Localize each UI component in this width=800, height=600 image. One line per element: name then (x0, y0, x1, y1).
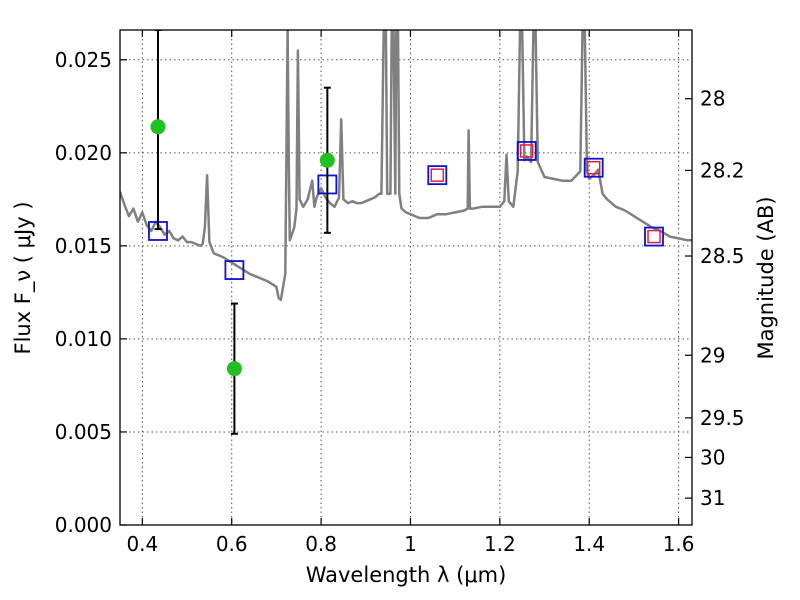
observed-point (319, 152, 335, 168)
x-tick-label: 1.2 (484, 532, 516, 556)
axes (119, 29, 693, 526)
right-axis-label: Magnitude (AB) (754, 196, 778, 359)
y-tick-label: 0.025 (55, 48, 112, 72)
sed-spectrum-line (120, 30, 692, 302)
model-point-inner (586, 160, 601, 175)
y-tick-label: 0.010 (55, 327, 112, 351)
y-tick-label: 0.015 (55, 234, 112, 258)
right-tick-label: 31 (700, 486, 725, 510)
x-tick-label: 1.6 (663, 532, 695, 556)
x-tick-label: 1 (404, 532, 417, 556)
plot-frame (119, 29, 693, 526)
x-tick-label: 0.8 (305, 532, 337, 556)
observed-point (226, 361, 242, 377)
right-tick-label: 28.2 (700, 158, 745, 182)
y-tick-label: 0.020 (55, 141, 112, 165)
y-tick-label: 0.000 (55, 513, 112, 537)
right-tick-label: 30 (700, 445, 725, 469)
x-tick-label: 1.4 (573, 532, 605, 556)
y-axis-label: Flux F_ν ( μJy ) (11, 201, 36, 354)
right-tick-label: 28.5 (700, 244, 745, 268)
plot-area (120, 30, 692, 435)
right-tick-label: 28 (700, 87, 725, 111)
model-point-box (583, 157, 604, 178)
model-point-inner (519, 144, 534, 158)
model-point-box (427, 165, 448, 186)
x-tick-label: 0.4 (126, 532, 158, 556)
right-tick-label: 29.5 (700, 406, 745, 430)
model-point-box (224, 260, 245, 280)
model-point-inner (647, 229, 661, 244)
ticks: 0.4 0.6 0.8 1 1.2 1.4 1.6 0.000 0.005 0.010 0.015 0… (55, 30, 745, 556)
x-axis-label: Wavelength λ (μm) (306, 563, 507, 587)
y-tick-label: 0.005 (55, 420, 112, 444)
model-point-box (516, 141, 537, 161)
model-point-box (644, 226, 664, 247)
grid (120, 30, 692, 526)
observed-point (150, 119, 166, 135)
model-point-inner (430, 168, 445, 182)
x-tick-label: 0.6 (216, 532, 248, 556)
right-tick-label: 29 (700, 343, 725, 367)
